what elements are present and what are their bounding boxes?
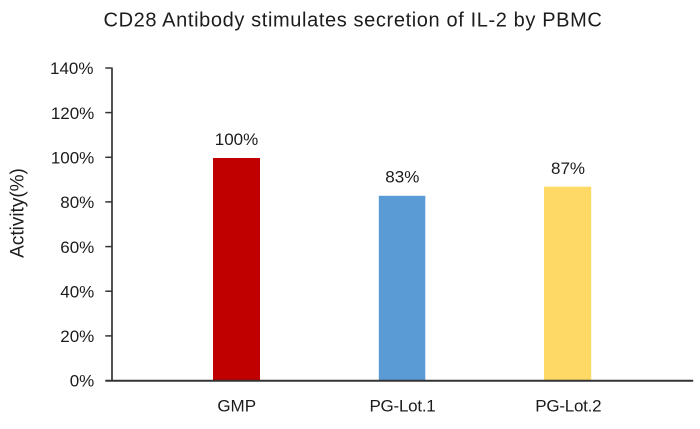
svg-text:Activity(%): Activity(%) [8,168,29,258]
svg-text:83%: 83% [385,167,419,186]
svg-text:0%: 0% [70,372,95,391]
svg-text:80%: 80% [60,193,94,212]
svg-text:87%: 87% [551,159,585,178]
svg-text:100%: 100% [215,130,258,149]
svg-text:120%: 120% [51,104,94,123]
svg-text:60%: 60% [60,238,94,257]
svg-text:PG-Lot.1: PG-Lot.1 [369,396,435,415]
svg-text:GMP: GMP [217,396,256,415]
svg-text:20%: 20% [60,327,94,346]
svg-text:100%: 100% [51,149,94,168]
svg-text:PG-Lot.2: PG-Lot.2 [535,396,601,415]
svg-text:CD28 Antibody stimulates secre: CD28 Antibody stimulates secretion of IL… [104,10,603,32]
svg-text:40%: 40% [60,282,94,301]
svg-text:140%: 140% [50,59,93,78]
